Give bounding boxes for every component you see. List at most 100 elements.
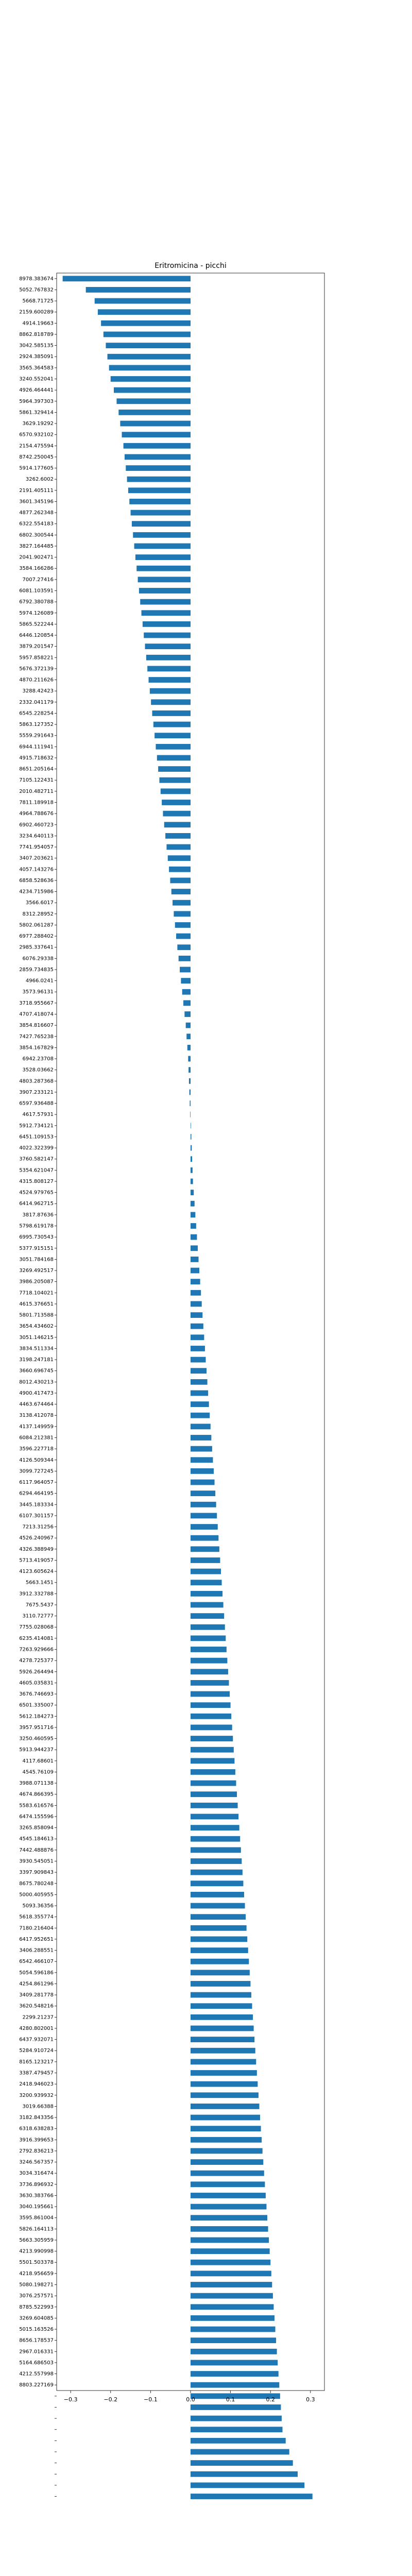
y-tick-label: 3566.6017 — [26, 900, 54, 906]
bar — [191, 2215, 268, 2221]
y-tick-label: 3986.205087 — [19, 1279, 54, 1285]
y-tick-label: 4900.417473 — [19, 1391, 54, 1396]
y-tick-label: 8312.28952 — [23, 911, 54, 917]
y-tick-label: 3265.858094 — [19, 1825, 54, 1831]
y-tick-label: 2159.600289 — [19, 310, 54, 315]
bar — [191, 1825, 239, 1831]
y-tick-label: 7675.5437 — [26, 1602, 54, 1608]
bar — [191, 2304, 274, 2310]
y-tick-label: 5863.127352 — [19, 722, 54, 727]
bar — [186, 1033, 191, 1040]
y-tick-label: 6437.932071 — [19, 2037, 54, 2043]
bar — [191, 1758, 235, 1764]
bar — [191, 1568, 221, 1574]
bar — [191, 1713, 232, 1719]
y-tick-label: 8012.430213 — [19, 1379, 54, 1385]
y-tick-label: 2332.041179 — [19, 700, 54, 705]
y-tick-label: 6107.301157 — [19, 1513, 54, 1519]
bar — [165, 833, 191, 839]
y-tick-label: 3240.552041 — [19, 377, 54, 382]
bar — [191, 1780, 236, 1786]
bar — [191, 2003, 252, 2009]
bar — [191, 2047, 255, 2054]
bar — [191, 2248, 270, 2255]
y-tick-label: 7755.028068 — [19, 1624, 54, 1630]
y-tick-label: 5354.621047 — [19, 1167, 54, 1173]
y-tick-label: 6235.414081 — [19, 1636, 54, 1641]
bar — [191, 1546, 219, 1552]
bar — [191, 1167, 193, 1173]
y-tick-label: 4212.557998 — [19, 2371, 54, 2377]
y-tick-label: 6944.111941 — [19, 744, 54, 750]
y-tick-label: 3406.288551 — [19, 1948, 54, 1954]
bar — [124, 454, 191, 460]
bar — [191, 1290, 201, 1296]
bar — [191, 1524, 218, 1530]
y-tick-label: 5826.164113 — [19, 2226, 54, 2232]
bar — [191, 2070, 257, 2076]
y-tick-label: 6081.103591 — [19, 588, 54, 594]
bar — [191, 1802, 238, 1808]
y-tick-label: 2191.405111 — [19, 488, 54, 494]
bar — [144, 632, 191, 638]
y-tick-label: 2792.836213 — [19, 2148, 54, 2154]
bar — [153, 721, 191, 727]
y-tick-label: 3620.548216 — [19, 2004, 54, 2009]
y-tick-label: 6902.460723 — [19, 822, 54, 828]
y-tick-label: 3040.195661 — [19, 2204, 54, 2210]
bar — [151, 699, 191, 705]
bar — [191, 2181, 265, 2188]
bar — [191, 2092, 259, 2098]
y-tick-label: 3912.332788 — [19, 1591, 54, 1597]
y-tick-label: 3269.492517 — [19, 1268, 54, 1274]
bar — [191, 1446, 212, 1452]
bar — [128, 487, 191, 494]
y-tick-label: 8785.522993 — [19, 2304, 54, 2310]
y-tick-label: 4926.464441 — [19, 387, 54, 393]
y-tick-label: 3076.257571 — [19, 2293, 54, 2299]
bar — [191, 2059, 256, 2065]
y-tick-label: 4280.802001 — [19, 2026, 54, 2031]
bar — [191, 1869, 243, 1875]
y-tick-label: 4254.861296 — [19, 1981, 54, 1987]
y-tick-label: 3565.364583 — [19, 365, 54, 371]
bar — [191, 1847, 241, 1853]
bar — [191, 1145, 192, 1151]
y-tick-label: 3854.167829 — [19, 1045, 54, 1050]
y-tick-label: 3387.479457 — [19, 2071, 54, 2076]
bar — [191, 2494, 313, 2499]
bar — [191, 1880, 244, 1887]
bar — [191, 2193, 266, 2198]
bar — [191, 1423, 211, 1430]
bar — [110, 376, 191, 382]
y-tick-label: 3034.316474 — [19, 2171, 54, 2176]
y-tick-label: 3200.939932 — [19, 2093, 54, 2098]
bar — [191, 1346, 205, 1351]
bar — [146, 654, 191, 660]
y-tick-label: 7007.27416 — [23, 577, 54, 583]
bar — [169, 866, 191, 872]
y-tick-label: 5957.858221 — [19, 655, 54, 660]
bar — [120, 420, 191, 427]
y-tick-label: 3676.746693 — [19, 1691, 54, 1697]
bar — [191, 1635, 226, 1641]
bar — [156, 743, 191, 750]
y-tick-label: 3629.19292 — [23, 421, 54, 427]
y-tick-label: 4877.262348 — [19, 510, 54, 516]
bar — [191, 1769, 235, 1775]
bar — [191, 2415, 282, 2421]
y-tick-label: 2299.21237 — [23, 2014, 54, 2020]
y-tick-label: 6995.730543 — [19, 1234, 54, 1240]
bar — [85, 287, 191, 293]
y-tick-label: 3182.843356 — [19, 2115, 54, 2121]
y-tick-label: 3445.183334 — [19, 1502, 54, 1507]
y-tick-label: 5663.305959 — [19, 2238, 54, 2243]
y-tick-label: 2859.734835 — [19, 967, 54, 973]
y-tick-label: 3654.434602 — [19, 1324, 54, 1329]
y-tick-label: 3988.071138 — [19, 1781, 54, 1786]
bar — [191, 1657, 228, 1664]
y-tick-label: 6977.288402 — [19, 934, 54, 939]
y-tick-label: 5802.061287 — [19, 922, 54, 928]
bar — [191, 1190, 194, 1196]
bar — [191, 1914, 246, 1920]
